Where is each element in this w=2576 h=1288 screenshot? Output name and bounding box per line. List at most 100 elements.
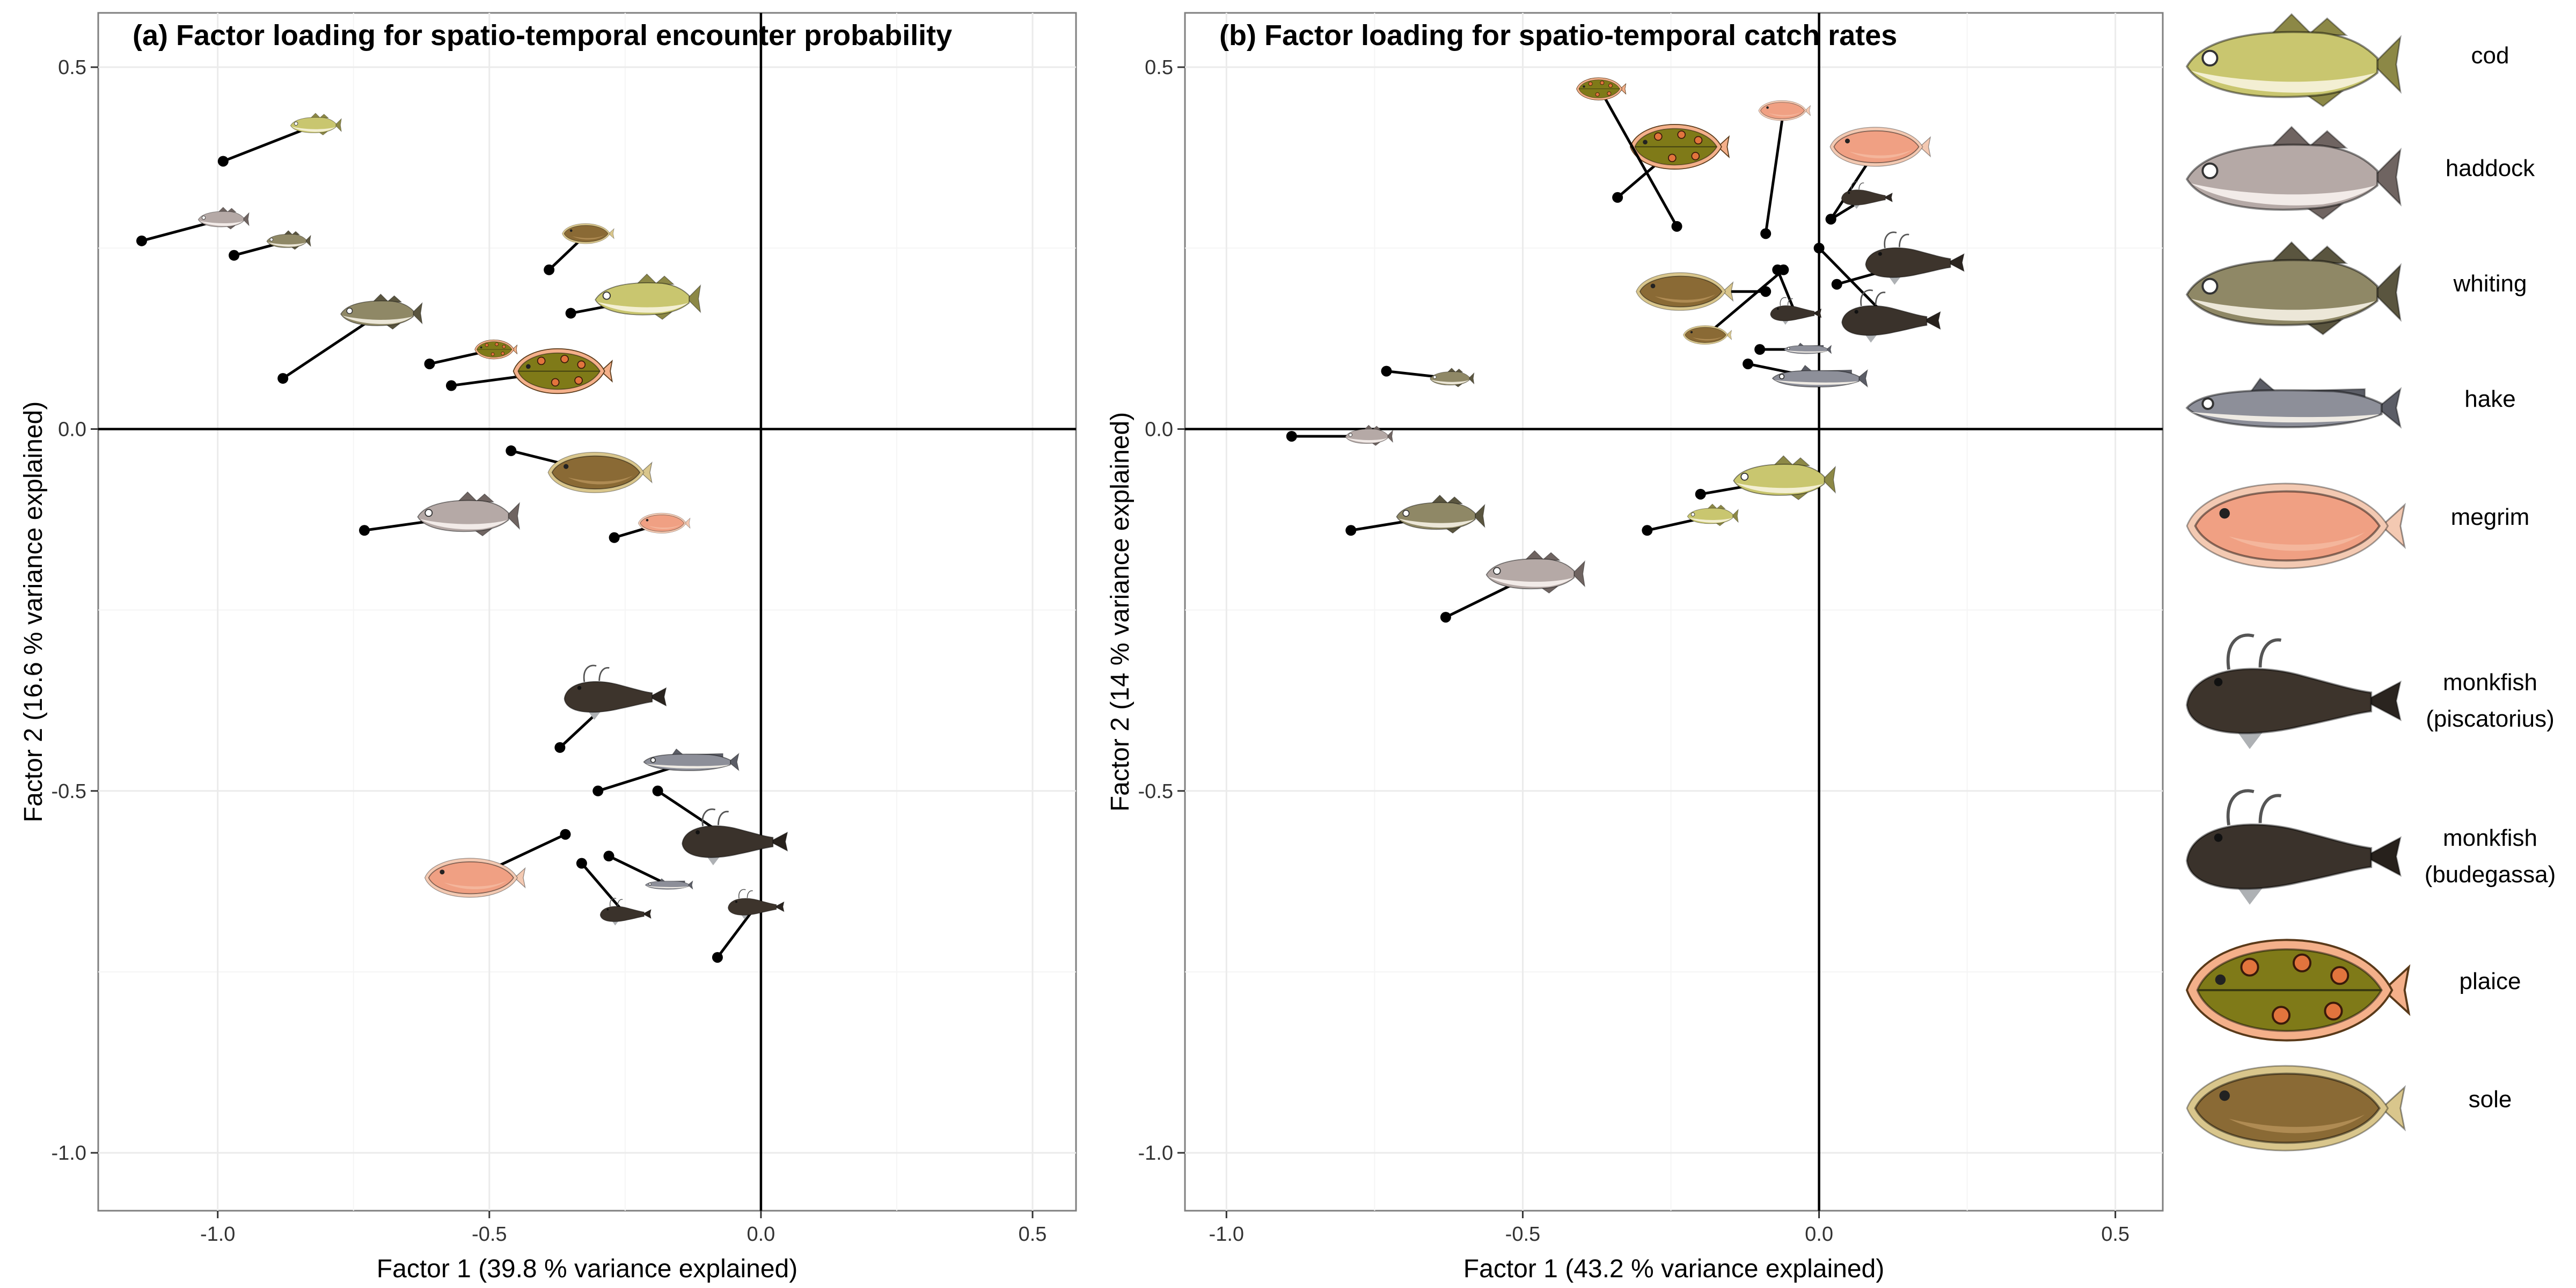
legend-glyph-sole-shape <box>2186 1065 2406 1152</box>
legend-glyph-haddock <box>2186 126 2402 220</box>
x-tick-label: 0.5 <box>2101 1223 2129 1246</box>
legend-glyph-megrim-shape <box>2186 482 2406 569</box>
data-point-hake <box>1743 358 1754 370</box>
data-point-plaice <box>1671 221 1682 232</box>
y-tick-label: -0.5 <box>52 780 86 803</box>
panel-b-x-axis-title: Factor 1 (43.2 % variance explained) <box>1463 1255 1884 1283</box>
panel-b-marks <box>1286 77 1965 623</box>
y-tick-label: 0.5 <box>58 56 86 79</box>
x-tick-label: -1.0 <box>1209 1223 1244 1246</box>
data-point-haddock <box>1286 430 1297 442</box>
legend-label-plaice: plaice <box>2460 968 2521 994</box>
data-point-monk_pisc <box>1831 279 1842 290</box>
data-point-plaice <box>424 358 435 370</box>
legend-sublabel-monk_bude: (budegassa) <box>2425 861 2556 888</box>
species-legend: cod haddock whiting hake megrim monkfish (pisc… <box>2186 13 2556 1152</box>
legend-label-hake: hake <box>2464 386 2515 412</box>
panel-b-title: (b) Factor loading for spatio-temporal c… <box>1219 19 1897 52</box>
y-tick-label: 0.0 <box>1145 418 1173 441</box>
legend-glyph-haddock-shape <box>2186 126 2402 220</box>
data-point-whiting <box>277 373 289 384</box>
data-point-hake <box>592 785 604 796</box>
legend-label-haddock: haddock <box>2446 155 2535 181</box>
data-point-plaice <box>1612 192 1623 203</box>
leader-line-sole <box>1706 268 1784 336</box>
legend-label-monk_pisc: monkfish <box>2443 669 2537 696</box>
legend-entry-monk_pisc: monkfish (piscatorius) <box>2187 635 2555 749</box>
data-point-monk_pisc <box>1825 214 1836 225</box>
panel-b: -1.0 -0.5 0.0 0.5 0.5 0.0 -0.5 -1.0 Factor 1 (43… <box>1106 12 2164 1283</box>
legend-label-megrim: megrim <box>2451 504 2530 530</box>
legend-label-sole: sole <box>2469 1086 2512 1113</box>
x-tick-label: 0.0 <box>1805 1223 1833 1246</box>
panel-a-axes: -1.0 -0.5 0.0 0.5 0.5 0.0 -0.5 -1.0 <box>52 56 1047 1246</box>
legend-glyph-hake <box>2186 377 2402 428</box>
panels-layer: -1.0 -0.5 0.0 0.5 0.5 0.0 -0.5 -1.0 Factor 1 (39… <box>19 12 2164 1283</box>
data-point-sole <box>1778 264 1789 275</box>
x-tick-label: -1.0 <box>200 1223 235 1246</box>
legend-entry-plaice: plaice <box>2186 939 2521 1042</box>
data-point-haddock <box>358 525 370 536</box>
legend-entry-monk_bude: monkfish (budegassa) <box>2187 791 2556 904</box>
data-point-sole <box>506 445 517 456</box>
y-tick-label: 0.5 <box>1145 56 1173 79</box>
panel-a-marks <box>136 113 788 963</box>
leader-line-megrim <box>1764 110 1785 234</box>
panel-b-axes: -1.0 -0.5 0.0 0.5 0.5 0.0 -0.5 -1.0 <box>1138 56 2130 1246</box>
x-tick-label: -0.5 <box>1505 1223 1540 1246</box>
data-point-cod <box>1642 525 1653 536</box>
data-point-megrim <box>1760 228 1772 239</box>
panel-a-background <box>97 12 1077 1212</box>
legend-glyph-cod-shape <box>2186 13 2402 107</box>
data-point-monk_bude <box>576 858 587 869</box>
legend-glyph-hake-shape <box>2186 377 2402 428</box>
x-tick-label: -0.5 <box>472 1223 507 1246</box>
panel-b-y-axis-title: Factor 2 (14 % variance explained) <box>1106 412 1135 811</box>
panel-a: -1.0 -0.5 0.0 0.5 0.5 0.0 -0.5 -1.0 Factor 1 (39… <box>19 12 1077 1283</box>
legend-entry-whiting: whiting <box>2186 241 2527 335</box>
data-point-sole <box>544 264 555 275</box>
data-point-cod <box>217 156 229 167</box>
y-tick-label: -1.0 <box>1138 1142 1173 1165</box>
leader-line-hake <box>608 854 669 887</box>
legend-glyph-monk_bude <box>2187 791 2401 904</box>
data-point-haddock <box>136 235 147 246</box>
legend-entry-sole: sole <box>2186 1065 2512 1152</box>
data-point-whiting <box>229 250 240 261</box>
legend-entry-hake: hake <box>2186 377 2516 428</box>
legend-label-monk_bude: monkfish <box>2443 825 2537 851</box>
legend-entry-cod: cod <box>2186 13 2509 107</box>
y-tick-label: 0.0 <box>58 418 86 441</box>
panel-a-title: (a) Factor loading for spatio-temporal e… <box>133 19 952 52</box>
data-point-hake <box>603 851 614 862</box>
x-tick-label: 0.0 <box>747 1223 775 1246</box>
legend-glyph-sole <box>2186 1065 2406 1152</box>
legend-glyph-monk_bude-shape <box>2187 791 2401 904</box>
legend-glyph-monk_pisc <box>2187 635 2401 749</box>
legend-glyph-plaice <box>2186 939 2410 1042</box>
panel-a-x-axis-title: Factor 1 (39.8 % variance explained) <box>377 1255 797 1283</box>
panel-a-y-axis-title: Factor 2 (16.6 % variance explained) <box>19 401 48 822</box>
data-point-whiting <box>1345 525 1357 536</box>
data-point-monk_pisc <box>712 952 723 963</box>
legend-glyph-cod <box>2186 13 2402 107</box>
legend-glyph-whiting-shape <box>2186 241 2402 335</box>
data-point-whiting <box>1381 365 1392 377</box>
legend-entry-haddock: haddock <box>2186 126 2535 220</box>
data-point-monk_pisc <box>554 742 566 753</box>
legend-sublabel-monk_pisc: (piscatorius) <box>2426 706 2555 732</box>
data-point-monk_bude <box>1813 243 1825 254</box>
y-tick-label: -0.5 <box>1138 780 1173 803</box>
data-point-plaice <box>445 380 457 391</box>
x-tick-label: 0.5 <box>1019 1223 1047 1246</box>
legend-glyph-monk_pisc-shape <box>2187 635 2401 749</box>
leader-line-plaice <box>1598 88 1678 228</box>
y-tick-label: -1.0 <box>52 1142 86 1165</box>
data-point-cod <box>565 308 576 319</box>
data-point-hake <box>1754 344 1766 355</box>
legend-entry-megrim: megrim <box>2186 482 2530 569</box>
panel-b-background <box>1184 12 2164 1212</box>
legend-label-cod: cod <box>2471 42 2509 69</box>
data-point-haddock <box>1440 612 1451 623</box>
